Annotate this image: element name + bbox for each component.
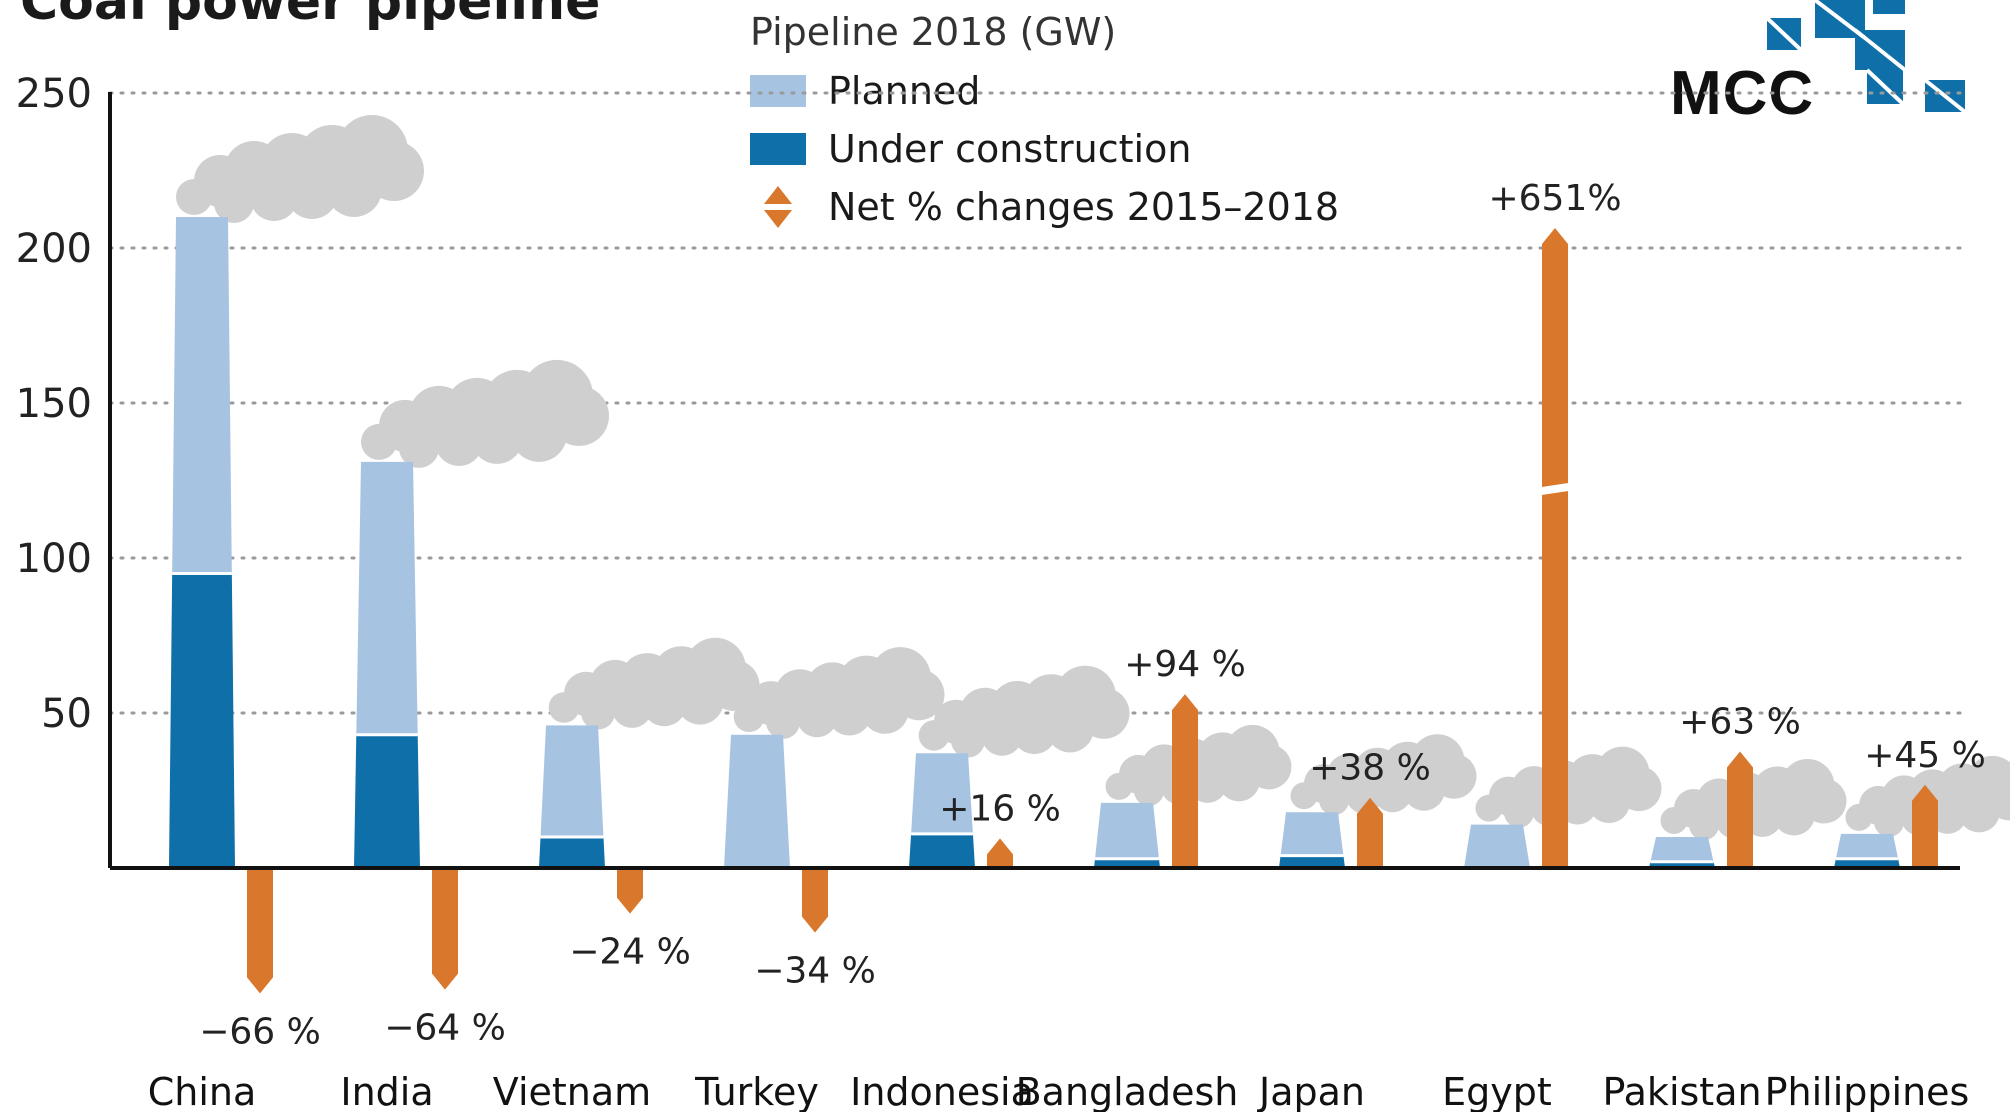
legend-swatch-under-construction xyxy=(750,133,806,165)
net-change-arrow xyxy=(802,868,828,933)
smoke-cloud xyxy=(1874,806,1904,837)
bar-under-construction xyxy=(354,734,420,868)
bar-under-construction xyxy=(1834,858,1900,868)
net-change-arrow xyxy=(617,868,643,914)
smoke-cloud xyxy=(286,167,338,219)
smoke-cloud xyxy=(1373,773,1412,813)
x-category-label: Turkey xyxy=(694,1070,819,1112)
smoke-cloud xyxy=(435,417,483,466)
smoke-cloud xyxy=(1046,704,1094,753)
smoke-cloud xyxy=(642,682,687,727)
bar-planned xyxy=(356,461,418,735)
smoke-cloud xyxy=(1958,790,2000,833)
x-category-label: Bangladesh xyxy=(1016,1070,1239,1112)
y-tick-label: 200 xyxy=(16,226,92,272)
net-change-arrow xyxy=(432,868,458,990)
x-category-label: Japan xyxy=(1257,1070,1365,1112)
bar-planned xyxy=(1280,812,1344,856)
smoke-cloud xyxy=(611,687,653,728)
net-change-arrow xyxy=(1912,784,1938,868)
net-change-arrow xyxy=(247,868,273,994)
net-change-label: −34 % xyxy=(754,951,876,992)
net-change-label: +38 % xyxy=(1309,748,1431,789)
smoke-cloud xyxy=(214,183,254,223)
legend-swatch-planned xyxy=(750,75,806,107)
net-change-arrow xyxy=(1727,751,1753,868)
legend-item-net-change: Net % changes 2015–2018 xyxy=(750,182,1339,232)
smoke-cloud xyxy=(1403,768,1445,811)
chart-title: Coal power pipeline xyxy=(20,0,601,32)
bar-planned xyxy=(540,725,604,837)
net-change-label: +16 % xyxy=(939,788,1061,829)
smoke-cloud xyxy=(1134,775,1164,806)
smoke-cloud xyxy=(951,723,985,758)
y-tick-label: 250 xyxy=(16,71,92,117)
smoke-cloud xyxy=(861,686,909,734)
smoke-cloud xyxy=(1319,785,1349,816)
x-category-label: China xyxy=(148,1070,257,1112)
legend-title: Pipeline 2018 (GW) xyxy=(750,10,1117,54)
smoke-cloud xyxy=(766,704,800,739)
net-change-label: +651% xyxy=(1488,178,1621,219)
y-tick-label: 50 xyxy=(41,691,92,737)
smoke-cloud xyxy=(827,691,872,736)
net-change-label: −66 % xyxy=(199,1011,321,1052)
bar-under-construction xyxy=(909,833,975,868)
x-category-label: Egypt xyxy=(1442,1070,1552,1112)
bar-under-construction xyxy=(1094,858,1160,868)
axis-break-mark xyxy=(1535,482,1575,496)
x-category-label: Indonesia xyxy=(850,1070,1034,1112)
smoke-cloud xyxy=(1218,759,1260,802)
net-change-label: −24 % xyxy=(569,932,691,973)
legend-label-planned: Planned xyxy=(828,69,981,113)
bar-planned xyxy=(1095,802,1159,859)
bar-planned xyxy=(1650,837,1714,862)
net-change-arrow xyxy=(1357,797,1383,868)
smoke-cloud xyxy=(676,676,724,725)
smoke-cloud xyxy=(1504,797,1534,828)
smoke-cloud xyxy=(581,695,615,730)
net-change-arrow xyxy=(987,838,1013,868)
smoke-cloud xyxy=(1689,810,1719,840)
net-change-arrow xyxy=(1542,228,1568,868)
smoke-cloud xyxy=(796,696,838,738)
bar-under-construction xyxy=(539,837,605,868)
bar-under-construction xyxy=(1279,855,1345,868)
smoke-cloud xyxy=(1012,709,1057,755)
smoke-cloud xyxy=(1773,793,1815,836)
legend-label-under-construction: Under construction xyxy=(828,127,1192,171)
net-change-label: +45 % xyxy=(1864,735,1986,776)
legend-label-net-change: Net % changes 2015–2018 xyxy=(828,185,1340,229)
smoke-cloud xyxy=(250,173,298,221)
net-change-arrow xyxy=(1172,694,1198,868)
bar-planned xyxy=(172,217,232,574)
bar-planned xyxy=(1464,824,1530,868)
smoke-cloud xyxy=(1588,781,1630,824)
x-category-label: Vietnam xyxy=(493,1070,651,1112)
bar-under-construction xyxy=(169,573,235,868)
legend-swatch-net-change-icon xyxy=(764,186,792,228)
net-change-label: +63 % xyxy=(1679,701,1801,742)
mcc-logo-icon xyxy=(1765,0,1967,114)
bar-planned xyxy=(724,734,790,868)
legend-item-planned: Planned xyxy=(750,66,980,116)
legend-item-under-construction: Under construction xyxy=(750,124,1191,174)
smoke-cloud xyxy=(471,411,523,464)
bar-planned xyxy=(911,753,973,834)
bar-planned xyxy=(1835,833,1899,859)
smoke-cloud xyxy=(326,161,382,217)
smoke-cloud xyxy=(981,715,1023,756)
y-tick-label: 150 xyxy=(16,381,92,427)
x-category-label: Philippines xyxy=(1765,1070,1970,1112)
x-category-label: India xyxy=(340,1070,433,1112)
y-tick-label: 100 xyxy=(16,536,92,582)
net-change-label: −64 % xyxy=(384,1008,506,1049)
net-change-label: +94 % xyxy=(1124,644,1246,685)
smoke-cloud xyxy=(399,427,439,468)
smoke-cloud xyxy=(511,405,567,462)
x-category-label: Pakistan xyxy=(1602,1070,1761,1112)
